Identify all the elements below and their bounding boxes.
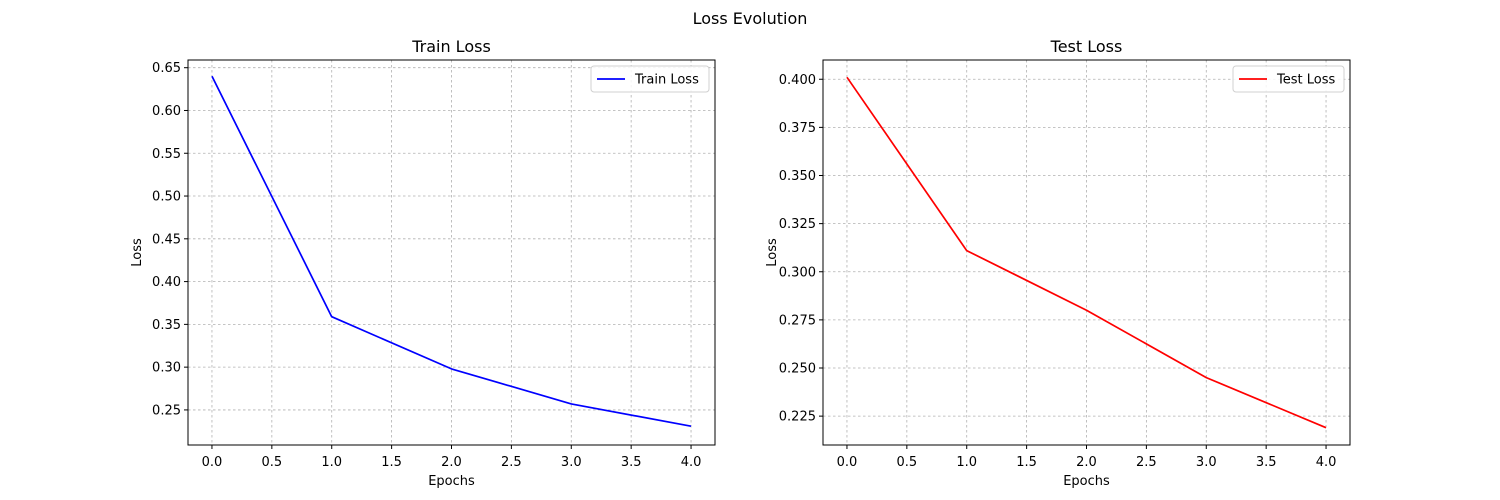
x-tick-label: 1.5	[381, 455, 402, 470]
legend-box	[1232, 65, 1345, 93]
y-tick-label: 0.50	[152, 190, 181, 205]
legend-label: Test Loss	[1276, 73, 1335, 88]
x-tick-label: 1.0	[321, 455, 342, 470]
x-tick-label: 2.0	[441, 455, 462, 470]
chart-title: Test Loss	[1050, 37, 1123, 56]
x-tick-label: 0.5	[896, 455, 917, 470]
x-tick-label: 1.0	[956, 455, 977, 470]
y-tick-label: 0.55	[152, 147, 181, 162]
legend: Train Loss	[590, 65, 710, 93]
x-tick-label: 3.0	[561, 455, 582, 470]
y-tick-label: 0.275	[779, 313, 816, 328]
y-tick-label: 0.350	[779, 169, 816, 184]
x-tick-label: 3.0	[1196, 455, 1217, 470]
y-tick-label: 0.400	[779, 73, 816, 88]
x-axis-label: Epochs	[428, 474, 475, 489]
y-tick-label: 0.250	[779, 362, 816, 377]
test-loss-line	[846, 76, 1327, 429]
y-tick-label: 0.30	[152, 361, 181, 376]
test-loss-axes: 0.0 0.5 1.0 1.5 2.0 2.5 3.0 3.5 4.0 0.225 0.250 0.2…	[765, 37, 1351, 489]
x-tick-label: 0.5	[261, 455, 282, 470]
train-loss-line	[211, 75, 692, 428]
x-tick-label: 3.5	[1256, 455, 1277, 470]
x-tick-label: 2.5	[1136, 455, 1157, 470]
y-tick-label: 0.40	[152, 275, 181, 290]
x-tick-label: 1.5	[1016, 455, 1037, 470]
y-axis-label: Loss	[765, 238, 780, 267]
x-tick-label: 4.0	[681, 455, 702, 470]
x-tick-label: 0.0	[837, 455, 858, 470]
train-loss-axes: 0.0 0.5 1.0 1.5 2.0 2.5 3.0 3.5 4.0 0.25 0.30 0.35 0…	[130, 37, 716, 489]
x-tick-label: 4.0	[1316, 455, 1337, 470]
y-tick-label: 0.65	[152, 61, 181, 76]
axes-frame	[187, 59, 716, 446]
legend-label: Train Loss	[634, 73, 699, 88]
axes-frame	[822, 59, 1351, 446]
y-tick-label: 0.45	[152, 232, 181, 247]
chart-title: Train Loss	[411, 37, 491, 56]
y-tick-label: 0.375	[779, 121, 816, 136]
x-tick-label: 3.5	[621, 455, 642, 470]
x-tick-label: 2.5	[501, 455, 522, 470]
legend-box	[590, 65, 710, 93]
y-tick-label: 0.60	[152, 104, 181, 119]
y-tick-label: 0.300	[779, 265, 816, 280]
y-tick-label: 0.25	[152, 403, 181, 418]
y-tick-label: 0.325	[779, 217, 816, 232]
figure-title: Loss Evolution	[693, 9, 808, 28]
x-tick-label: 0.0	[202, 455, 223, 470]
legend: Test Loss	[1232, 65, 1345, 93]
y-tick-label: 0.225	[779, 410, 816, 425]
x-axis-label: Epochs	[1063, 474, 1110, 489]
y-tick-label: 0.35	[152, 318, 181, 333]
y-axis-label: Loss	[130, 238, 145, 267]
x-tick-label: 2.0	[1076, 455, 1097, 470]
